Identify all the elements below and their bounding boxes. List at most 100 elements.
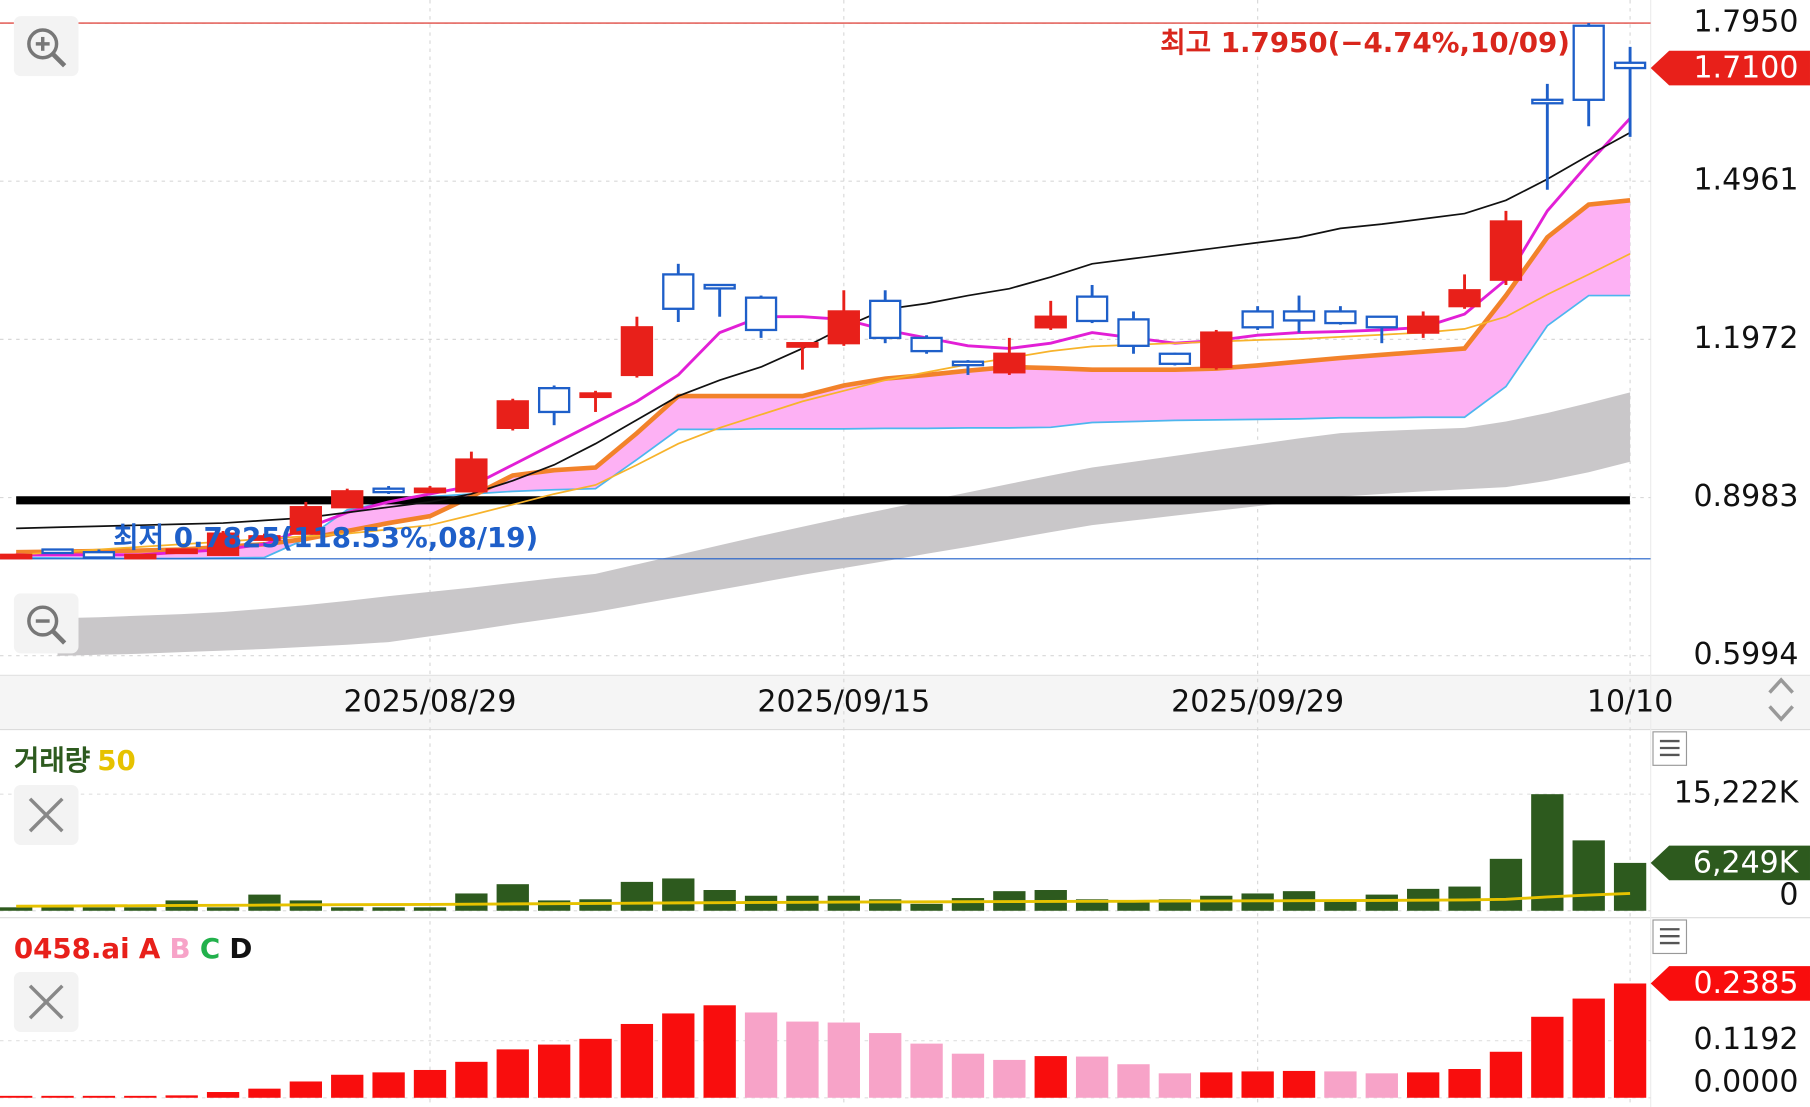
band-upper-line: [16, 198, 1631, 555]
candle-body: [1489, 220, 1523, 281]
candle-body: [827, 310, 860, 345]
bar: [1531, 794, 1564, 911]
y-tick-label: 15,222K: [1674, 776, 1800, 811]
candle-body: [662, 273, 695, 310]
bar: [827, 1022, 860, 1098]
bar: [206, 1092, 240, 1098]
y-tick-label: 1.7950: [1693, 5, 1798, 40]
bar: [0, 1095, 33, 1098]
bar: [1158, 1073, 1192, 1098]
candle-body: [1158, 352, 1192, 365]
candle-body: [1407, 315, 1440, 334]
y-tick-label: 0.5994: [1693, 637, 1798, 672]
legend-entry: B: [170, 932, 191, 965]
band-fill: [57, 392, 1631, 656]
volume-title: 거래량: [14, 744, 91, 777]
legend-entry: A: [139, 932, 161, 965]
candle-body: [1034, 315, 1067, 329]
close-volume-button[interactable]: [13, 784, 79, 845]
bar: [620, 881, 654, 911]
volume-menu-button[interactable]: [1652, 731, 1688, 766]
zoom-out-button[interactable]: [13, 593, 79, 654]
x-tick-label: 2025/09/15: [757, 684, 930, 719]
high-annotation: 최고 1.7950(−4.74%,10/09): [1160, 26, 1570, 59]
price-tag-label: 6,249K: [1693, 846, 1800, 881]
candle-body: [124, 553, 157, 560]
y-tick-label: 0.8983: [1693, 479, 1798, 514]
volume-ma-period: 50: [97, 744, 136, 777]
x-tick-label: 2025/08/29: [344, 684, 517, 719]
candle-body: [1448, 289, 1481, 308]
legend-entry: C: [200, 932, 220, 965]
candle-body: [786, 342, 819, 348]
bar: [455, 893, 488, 911]
bar: [993, 1059, 1026, 1098]
y-tick-label: 0.0000: [1693, 1064, 1798, 1099]
bar: [372, 1072, 405, 1098]
bar: [1075, 899, 1109, 911]
bar: [455, 1061, 488, 1098]
bar: [537, 900, 571, 911]
band-lower-line: [16, 294, 1631, 560]
bar: [1489, 1051, 1523, 1098]
indicator-menu-button[interactable]: [1652, 919, 1688, 955]
bar: [1200, 1072, 1233, 1098]
bar: [124, 907, 157, 911]
candle-body: [206, 532, 240, 556]
volume-legend: 거래량 50: [14, 744, 136, 777]
y-tick-label: 0: [1779, 877, 1798, 912]
candle-body: [1531, 98, 1564, 105]
price-tag-label: 1.7100: [1693, 51, 1798, 86]
bar: [951, 1053, 985, 1098]
candle-body: [1324, 310, 1357, 325]
bar: [579, 899, 612, 911]
bar: [744, 1012, 778, 1098]
candle-body: [82, 551, 116, 559]
ma-line: [16, 892, 1631, 908]
candle-body: [1241, 310, 1274, 329]
bar: [1075, 1056, 1109, 1098]
price-tag: [1650, 845, 1810, 881]
bar: [869, 1033, 902, 1098]
band-fill: [16, 200, 1631, 559]
candle-body: [1282, 310, 1316, 322]
bar: [372, 907, 405, 911]
candle-body: [1200, 331, 1233, 369]
bar: [910, 903, 943, 911]
candle-body: [620, 326, 654, 377]
bar: [1200, 895, 1233, 911]
bar: [165, 1095, 198, 1098]
zoom-in-button[interactable]: [13, 16, 79, 77]
candle-body: [331, 490, 364, 509]
candle-body: [910, 336, 943, 353]
bar: [1572, 840, 1605, 911]
bar: [703, 890, 736, 911]
bar: [496, 884, 529, 911]
bar: [703, 1005, 736, 1098]
bar: [1324, 901, 1357, 911]
bar: [662, 1013, 695, 1098]
bar: [1365, 894, 1398, 911]
bar: [786, 1021, 819, 1098]
bar: [82, 1095, 116, 1098]
close-indicator-button[interactable]: [13, 971, 79, 1032]
y-tick-label: 1.1972: [1693, 321, 1798, 356]
bar: [413, 907, 447, 911]
ma-line: [16, 131, 1631, 530]
indicator-legend: 0458.ai A B C D: [14, 932, 253, 965]
bar: [41, 907, 74, 911]
bar: [1034, 1056, 1067, 1098]
candle-body: [41, 548, 74, 555]
bar: [1365, 1073, 1398, 1098]
bar: [951, 898, 985, 911]
candle-body: [537, 386, 571, 414]
candle-body: [703, 283, 736, 290]
bar: [206, 907, 240, 911]
x-tick-label: 10/10: [1587, 684, 1673, 719]
scroll-arrows[interactable]: [1768, 677, 1794, 722]
bar: [41, 1095, 74, 1098]
bar: [331, 1074, 364, 1098]
bar: [1158, 899, 1192, 911]
bar: [289, 1081, 323, 1098]
